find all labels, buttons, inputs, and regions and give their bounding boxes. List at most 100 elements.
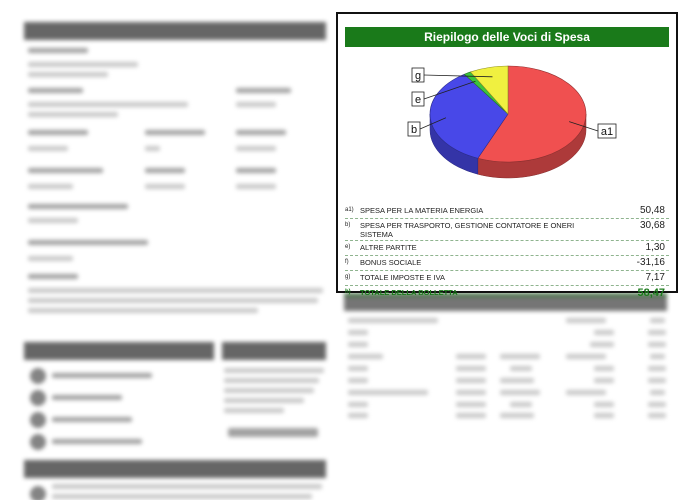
callout-layer: a1 b eg [407,67,617,139]
bg-text [236,130,286,135]
bg-text [28,130,88,135]
item-code: b) [345,222,351,228]
bg-text [28,48,88,53]
bg-web-icon [30,434,46,450]
bg-text [648,342,666,347]
total-value: 58,47 [637,287,665,299]
bg-text [28,240,148,245]
bg-text [28,168,103,173]
bg-header-bar [344,297,667,311]
bg-text [28,146,68,151]
bg-text [28,288,323,293]
bg-text [510,366,532,371]
bg-text [28,204,128,209]
callout-box-g [411,67,425,83]
bg-text [145,146,160,151]
bg-text [594,378,614,383]
bg-text [594,413,614,418]
bg-text [236,146,276,151]
item-row-f: f) BONUS SOCIALE -31,16 [345,256,669,271]
bg-text [590,342,614,347]
item-code: h) [345,289,351,295]
callout-line-b [419,117,447,130]
bg-text [348,318,438,323]
expense-items-list: a1) SPESA PER LA MATERIA ENERGIA 50,48 b… [345,204,669,300]
bg-text [52,439,142,444]
bg-text [500,390,540,395]
item-code: e) [345,244,351,250]
item-row-g: g) TOTALE IMPOSTE E IVA 7,17 [345,271,669,286]
bg-text [648,402,666,407]
bg-text [456,413,486,418]
pie-chart: a1 b eg [407,65,617,179]
bg-text [236,168,276,173]
bg-text [648,330,666,335]
bg-text [28,102,188,107]
bg-text [145,130,205,135]
bg-text [348,402,368,407]
item-code: g) [345,274,351,280]
bg-header-bar [222,342,326,360]
bg-text [28,256,73,261]
callout-label-g: g [415,70,421,82]
callout-box-b [407,121,421,137]
pie-slice-b [429,73,509,159]
bg-text [348,378,368,383]
item-value: 7,17 [645,272,665,283]
bg-fax-icon [30,390,46,406]
bg-text [145,184,185,189]
callout-box-e [411,91,425,107]
bg-text [500,413,534,418]
bg-text [456,390,486,395]
bg-text [348,342,368,347]
item-row-b: b) SPESA PER TRASPORTO, GESTIONE CONTATO… [345,219,669,241]
bg-text [594,402,614,407]
bg-text [145,168,185,173]
callout-line-g [423,74,493,78]
bg-text [224,398,304,403]
item-label: SPESA PER TRASPORTO, GESTIONE CONTATORE … [360,221,575,239]
bg-text [28,112,118,117]
bg-text [228,428,318,437]
bg-text [28,62,138,67]
bg-text [456,366,486,371]
bg-text [224,368,324,373]
item-label: BONUS SOCIALE [360,258,422,267]
bg-text [348,390,428,395]
bg-text [566,318,606,323]
bg-text [236,88,291,93]
bg-text [456,402,486,407]
bg-text [648,413,666,418]
item-label: TOTALE IMPOSTE E IVA [360,273,446,282]
bg-header-bar [24,22,326,40]
bg-text [648,366,666,371]
bg-text [224,388,314,393]
bg-text [348,366,368,371]
bg-text [594,366,614,371]
bg-text [456,354,486,359]
bg-text [594,330,614,335]
bg-green-bar [344,293,667,297]
bg-text [28,218,78,223]
bg-text [456,378,486,383]
bg-header-bar [24,460,326,478]
item-value: 30,68 [639,220,665,231]
bg-text [224,378,319,383]
bg-text [510,402,532,407]
item-label: TOTALE DELLA BOLLETTA [360,288,458,297]
item-value: 1,30 [645,242,665,253]
bg-text [500,378,534,383]
bg-text [224,408,284,413]
item-row-e: e) ALTRE PARTITE 1,30 [345,241,669,256]
spending-summary-panel: Riepilogo delle Voci di Spesa a1 b e g a1) … [336,12,678,299]
bg-text [500,354,540,359]
bg-text [650,390,665,395]
callout-label-b: b [411,124,417,136]
bg-text [650,354,665,359]
bg-text [52,395,122,400]
bg-text [348,413,368,418]
bg-text [650,318,665,323]
panel-title: Riepilogo delle Voci di Spesa [345,27,669,47]
pie-layer [429,65,587,179]
